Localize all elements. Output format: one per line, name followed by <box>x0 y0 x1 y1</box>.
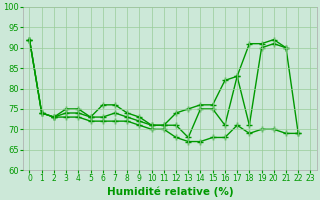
X-axis label: Humidité relative (%): Humidité relative (%) <box>107 186 233 197</box>
